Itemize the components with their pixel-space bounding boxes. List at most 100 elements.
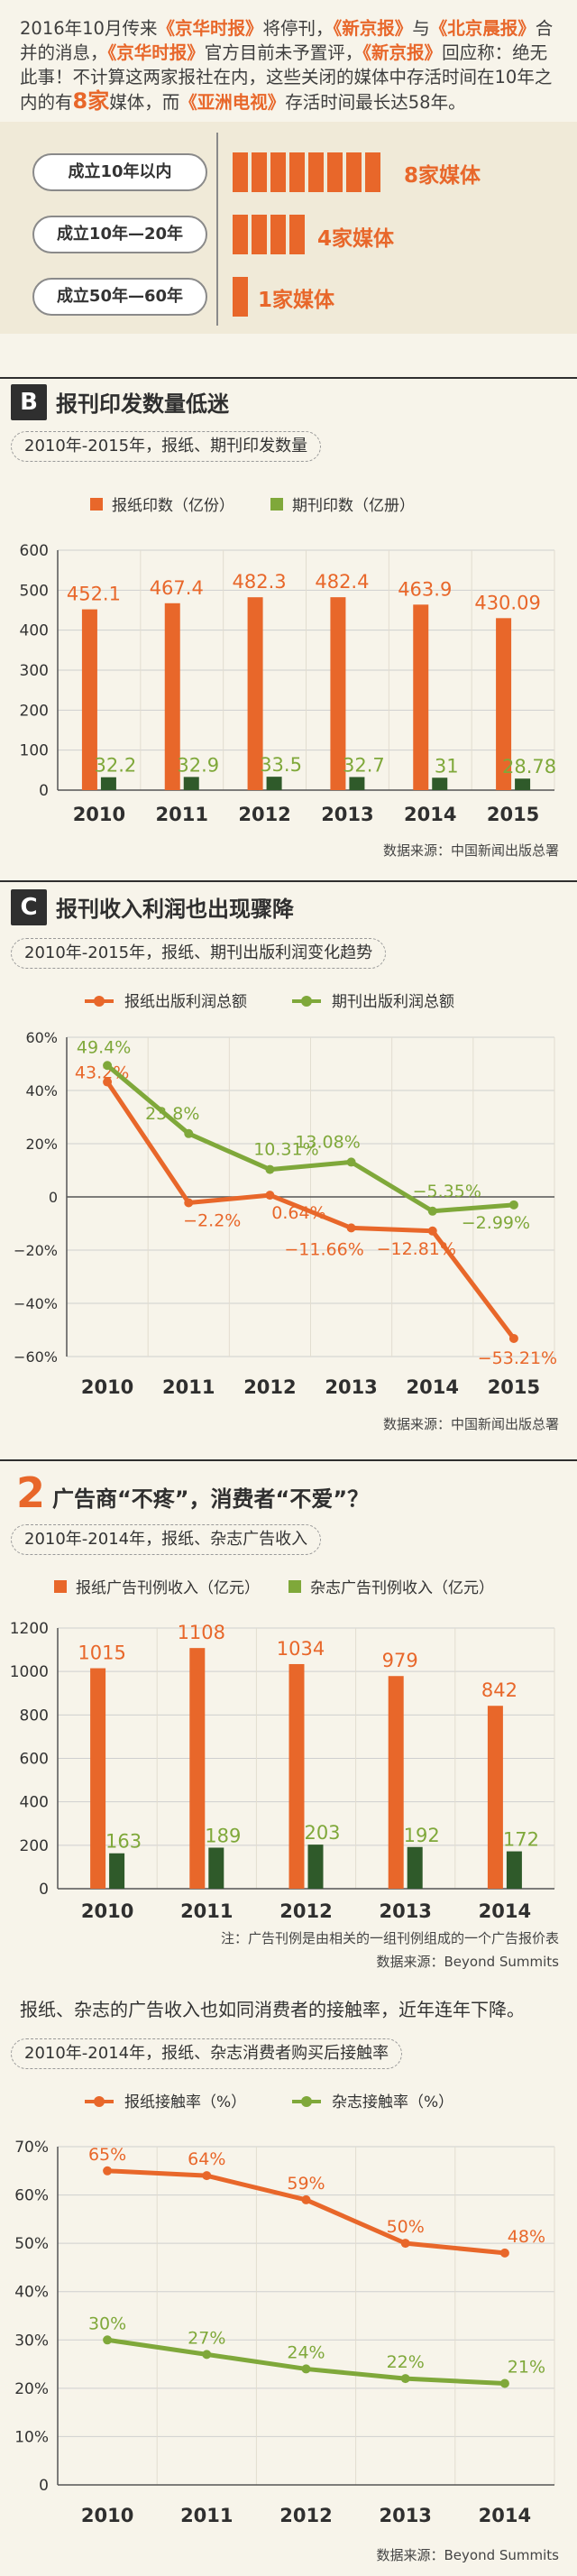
chart-source: 数据来源：中国新闻出版总署	[382, 1416, 559, 1432]
bar	[189, 1648, 206, 1889]
data-label: 13.08%	[295, 1132, 360, 1152]
bar	[506, 1851, 522, 1889]
legend-label: 期刊印数（亿册）	[292, 497, 415, 515]
section-number: 2	[16, 1468, 46, 1517]
y-tick-label: 0	[39, 782, 49, 800]
bar	[487, 1706, 503, 1889]
y-tick-label: 100	[20, 742, 49, 760]
x-tick-label: 2012	[279, 2505, 332, 2526]
data-label: 0.64%	[271, 1203, 325, 1223]
y-tick-label: 600	[20, 542, 49, 560]
data-label: 467.4	[150, 577, 204, 599]
data-label: −2.2%	[183, 1210, 241, 1230]
bar	[413, 604, 429, 790]
y-tick-label: 70%	[14, 2139, 49, 2157]
x-tick-label: 2015	[487, 804, 539, 825]
data-label: 31	[435, 755, 459, 777]
data-label: 21%	[508, 2358, 545, 2378]
bar	[100, 777, 116, 790]
y-tick-label: 10%	[14, 2428, 49, 2446]
legend-marker	[94, 996, 105, 1007]
bar	[496, 618, 512, 790]
data-point	[427, 1206, 437, 1216]
bar	[307, 1845, 324, 1889]
data-point	[103, 2166, 113, 2176]
x-tick-label: 2011	[180, 2505, 233, 2526]
data-point	[427, 1226, 437, 1236]
data-label: 32.2	[95, 755, 137, 777]
x-tick-label: 2013	[379, 2505, 431, 2526]
data-label: 49.4%	[77, 1037, 131, 1057]
y-tick-label: 40%	[25, 1082, 58, 1099]
chart-subtitle: 2010年-2014年，报纸、杂志广告收入	[11, 1524, 322, 1555]
legend-label: 报纸接触率（%）	[124, 2093, 246, 2111]
data-label: 163	[105, 1831, 142, 1853]
legend-label: 报纸广告刊例收入（亿元）	[76, 1579, 260, 1597]
data-label: 32.9	[177, 754, 219, 776]
section-badge: C	[11, 889, 47, 925]
bar	[388, 1676, 404, 1889]
lifespan-label-50-60: 成立50年—60年	[32, 278, 207, 316]
y-tick-label: 40%	[14, 2284, 49, 2302]
chart-subtitle: 2010年-2015年，报纸、期刊印发数量	[11, 431, 322, 462]
section-title: 报刊收入利润也出现骤降	[56, 897, 294, 922]
data-point	[103, 2335, 113, 2345]
data-label: 65%	[88, 2145, 126, 2165]
data-label: 10.31%	[253, 1140, 318, 1160]
data-label: 189	[205, 1825, 241, 1846]
legend-marker	[301, 2096, 312, 2107]
y-tick-label: 1200	[10, 1620, 49, 1638]
data-label: 24%	[287, 2342, 325, 2362]
x-tick-label: 2010	[81, 2505, 133, 2526]
x-tick-label: 2012	[243, 1376, 296, 1398]
x-tick-label: 2010	[81, 1376, 133, 1398]
data-label: 30%	[88, 2314, 126, 2333]
y-tick-label: 60%	[14, 2187, 49, 2205]
section-divider	[0, 880, 577, 882]
data-label: −53.21%	[478, 1348, 557, 1368]
y-tick-label: 800	[20, 1707, 49, 1725]
y-tick-label: 400	[20, 622, 49, 640]
legend-label: 杂志接触率（%）	[332, 2093, 453, 2111]
lifespan-blocks-50-60	[233, 277, 252, 317]
y-tick-label: 400	[20, 1794, 49, 1812]
data-label: 1108	[178, 1622, 225, 1643]
data-label: 482.3	[233, 571, 287, 593]
body-text: 报纸、杂志的广告收入也如同消费者的接触率，近年连年下降。	[20, 1999, 525, 2020]
y-tick-label: −20%	[14, 1242, 58, 1259]
data-point	[508, 1200, 518, 1210]
series-line	[105, 1063, 515, 1214]
data-label: 22%	[387, 2352, 425, 2372]
chart-source: 数据来源：Beyond Summits	[376, 2547, 560, 2563]
legend-label: 杂志广告刊例收入（亿元）	[310, 1579, 494, 1597]
x-tick-label: 2014	[479, 2505, 531, 2526]
section-b-header: B 报刊印发数量低迷	[11, 384, 552, 420]
data-point	[202, 2350, 212, 2360]
chart-ad-revenue: 报纸广告刊例收入（亿元） 杂志广告刊例收入（亿元） 0 200 400 600 800 100…	[0, 1560, 577, 1921]
y-tick-label: 600	[20, 1751, 49, 1769]
data-label: 1034	[277, 1638, 325, 1660]
x-tick-label: 2010	[81, 1900, 133, 1921]
data-label: 48%	[508, 2227, 545, 2247]
data-point	[184, 1198, 194, 1208]
y-tick-label: 20%	[25, 1136, 58, 1153]
legend-label: 期刊出版利润总额	[332, 993, 454, 1011]
y-tick-label: 60%	[25, 1029, 58, 1046]
section-title: 报刊印发数量低迷	[56, 391, 229, 417]
y-tick-label: −40%	[14, 1295, 58, 1312]
data-label: 33.5	[260, 754, 302, 776]
data-point	[499, 2248, 509, 2258]
data-point	[103, 1061, 113, 1071]
intro-paragraph: 2016年10月传来《京华时报》将停刊，《新京报》与《北京晨报》合并的消息，《京…	[20, 18, 554, 114]
lifespan-blocks-10-20	[233, 215, 308, 254]
section-badge: B	[11, 384, 47, 420]
data-label: 32.7	[343, 755, 385, 777]
legend-swatch	[270, 498, 283, 511]
paper-name: 《京华时报》	[107, 42, 205, 63]
data-point	[499, 2378, 509, 2388]
x-tick-label: 2011	[156, 804, 208, 825]
data-label: 979	[382, 1650, 418, 1671]
bar	[349, 777, 365, 790]
lifespan-panel: 成立10年以内 8家媒体 成立10年—20年 4家媒体 成立50年—60年 1家…	[0, 122, 577, 334]
x-tick-label: 2011	[162, 1376, 215, 1398]
